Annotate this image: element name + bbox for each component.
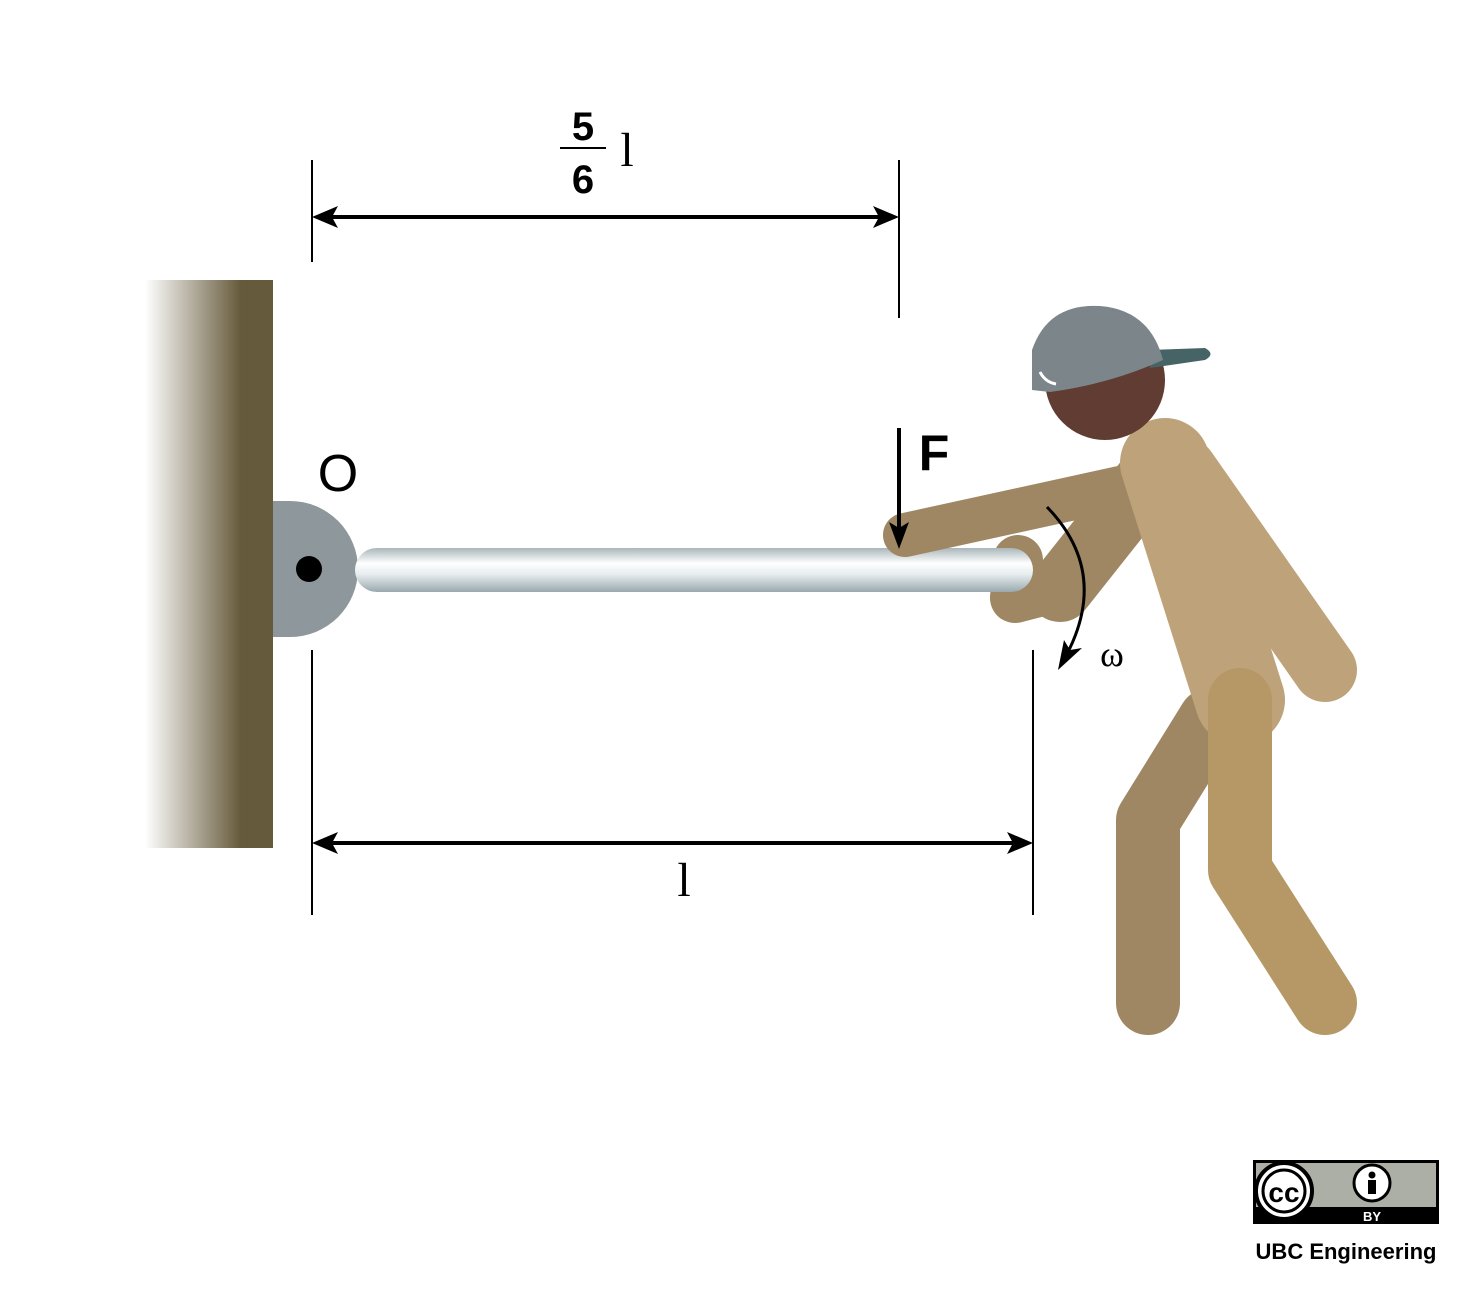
credit-text: UBC Engineering [1256,1239,1437,1264]
svg-text:cc: cc [1268,1177,1299,1208]
force-label: F [919,425,950,481]
person-front-leg [1208,668,1357,1035]
person-front-arm [883,466,1142,557]
omega-arc [1045,505,1086,651]
wall [145,280,273,848]
fraction-numerator: 5 [572,105,594,149]
cap-strap [1038,371,1057,386]
dim-top-arrow-left [312,206,338,228]
fraction-denominator: 6 [572,158,594,202]
length-label: l [677,854,690,907]
pivot-label: O [318,445,358,503]
omega-label: ω [1100,634,1124,674]
person-swing-arm [1153,438,1357,702]
dim-bottom-arrow-right [1007,832,1033,854]
force-arrow-head [889,522,909,549]
person-back-leg [1116,688,1242,1035]
dim-top-arrow-right [873,206,899,228]
fraction-variable: l [620,124,633,177]
omega-arrow-head [1058,640,1082,670]
license-by-text: BY [1363,1209,1381,1224]
cap-brim [1150,348,1211,368]
attribution-icon [1352,1163,1392,1203]
license-badge: cc BY [1253,1160,1439,1224]
rod [355,548,1033,592]
dim-bottom-arrow-left [312,832,338,854]
cap [1032,305,1163,392]
pivot-pin [296,556,322,582]
